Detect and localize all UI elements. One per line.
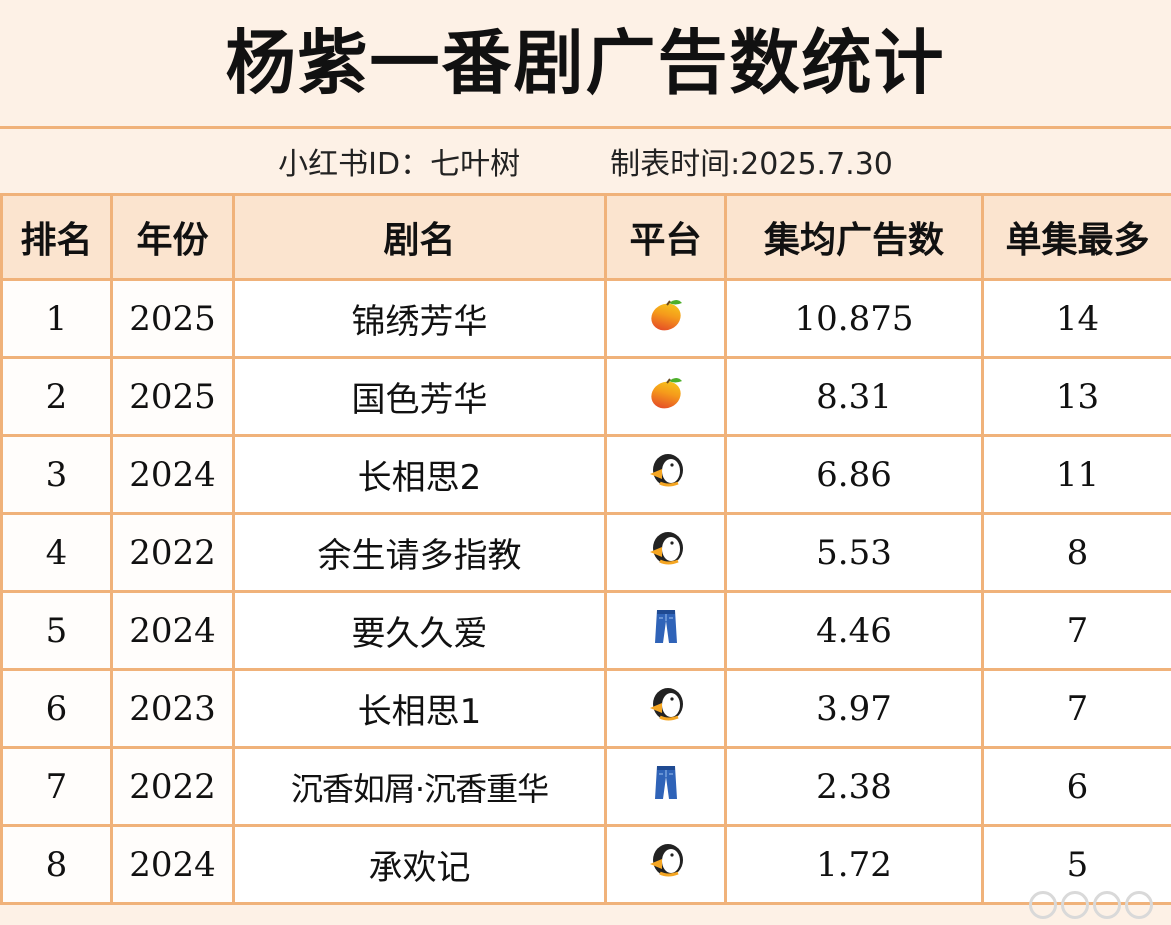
author-label: 小红书ID：七叶树 [278, 147, 521, 182]
cell-avg-ads: 1.72 [724, 824, 984, 905]
cell-rank: 8 [0, 824, 113, 905]
jeans-icon [646, 606, 686, 655]
cell-avg-ads: 10.875 [724, 278, 984, 359]
mango-icon [646, 294, 686, 343]
cell-platform [604, 824, 727, 905]
cell-max-ads: 6 [981, 746, 1171, 827]
cell-rank: 7 [0, 746, 113, 827]
cell-drama: 余生请多指教 [232, 512, 607, 593]
cell-year: 2022 [110, 746, 235, 827]
cell-year: 2024 [110, 434, 235, 515]
penguin-icon [646, 840, 686, 889]
table-row: 1 2025 锦绣芳华 10.875 14 [0, 278, 1171, 359]
cell-avg-ads: 2.38 [724, 746, 984, 827]
cell-drama: 长相思2 [232, 434, 607, 515]
cell-year: 2023 [110, 668, 235, 749]
cell-year: 2025 [110, 356, 235, 437]
cell-max-ads: 7 [981, 590, 1171, 671]
header-avg-ads: 集均广告数 [724, 193, 984, 281]
cell-rank: 4 [0, 512, 113, 593]
cell-drama: 国色芳华 [232, 356, 607, 437]
cell-year: 2025 [110, 278, 235, 359]
cell-max-ads: 13 [981, 356, 1171, 437]
header-drama: 剧名 [232, 193, 607, 281]
mango-icon [646, 372, 686, 421]
table-row: 8 2024 承欢记 1.72 5 [0, 824, 1171, 905]
penguin-icon [646, 684, 686, 733]
cell-max-ads: 8 [981, 512, 1171, 593]
cell-drama: 沉香如屑·沉香重华 [232, 746, 607, 827]
jeans-icon [646, 762, 686, 811]
cell-rank: 2 [0, 356, 113, 437]
cell-rank: 3 [0, 434, 113, 515]
cell-rank: 5 [0, 590, 113, 671]
table-row: 6 2023 长相思1 3.97 7 [0, 668, 1171, 749]
header-year: 年份 [110, 193, 235, 281]
cell-year: 2024 [110, 590, 235, 671]
cell-avg-ads: 4.46 [724, 590, 984, 671]
cell-max-ads: 14 [981, 278, 1171, 359]
cell-drama: 承欢记 [232, 824, 607, 905]
cell-platform [604, 746, 727, 827]
table-row: 5 2024 要久久爱 4.46 7 [0, 590, 1171, 671]
subtitle-bar: 小红书ID：七叶树 制表时间:2025.7.30 [0, 129, 1171, 193]
header-max-ads: 单集最多 [981, 193, 1171, 281]
cell-avg-ads: 5.53 [724, 512, 984, 593]
header-rank: 排名 [0, 193, 113, 281]
cell-year: 2024 [110, 824, 235, 905]
table-row: 4 2022 余生请多指教 5.53 8 [0, 512, 1171, 593]
cell-rank: 6 [0, 668, 113, 749]
penguin-icon [646, 528, 686, 577]
cell-platform [604, 512, 727, 593]
table-row: 2 2025 国色芳华 8.31 13 [0, 356, 1171, 437]
cell-max-ads: 7 [981, 668, 1171, 749]
cell-platform [604, 668, 727, 749]
cell-drama: 要久久爱 [232, 590, 607, 671]
cell-avg-ads: 3.97 [724, 668, 984, 749]
cell-max-ads: 11 [981, 434, 1171, 515]
watermark-logo [1029, 891, 1153, 919]
penguin-icon [646, 450, 686, 499]
header-platform: 平台 [604, 193, 727, 281]
cell-drama: 锦绣芳华 [232, 278, 607, 359]
table-header-row: 排名 年份 剧名 平台 集均广告数 单集最多 [0, 193, 1171, 281]
ad-stats-table: 排名 年份 剧名 平台 集均广告数 单集最多 1 2025 锦绣芳华 10.875 14… [0, 193, 1171, 905]
cell-avg-ads: 8.31 [724, 356, 984, 437]
cell-platform [604, 590, 727, 671]
table-row: 7 2022 沉香如屑·沉香重华 2.38 6 [0, 746, 1171, 827]
cell-rank: 1 [0, 278, 113, 359]
cell-platform [604, 434, 727, 515]
cell-platform [604, 356, 727, 437]
cell-avg-ads: 6.86 [724, 434, 984, 515]
date-label: 制表时间:2025.7.30 [610, 147, 893, 182]
cell-year: 2022 [110, 512, 235, 593]
table-row: 3 2024 长相思2 6.86 11 [0, 434, 1171, 515]
divider [0, 126, 1171, 129]
cell-drama: 长相思1 [232, 668, 607, 749]
page-title: 杨紫一番剧广告数统计 [225, 22, 946, 104]
cell-platform [604, 278, 727, 359]
